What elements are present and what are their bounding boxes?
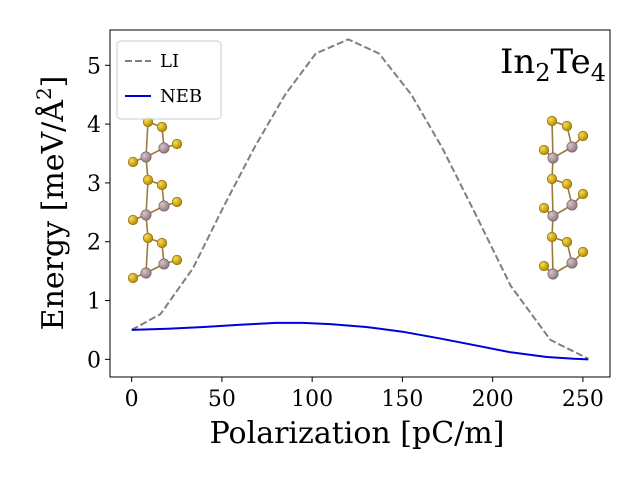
y-tick-label: 2 (87, 231, 101, 256)
y-axis: 0 1 2 3 4 5 (87, 54, 110, 373)
te-atom (577, 246, 589, 258)
te-atom (156, 121, 168, 133)
bond (551, 236, 554, 275)
series-line-li (131, 38, 589, 360)
te-atom (127, 272, 139, 284)
crystal-structure-left (127, 116, 183, 284)
te-atom (142, 232, 154, 244)
in-atom (140, 209, 152, 221)
te-atom (561, 236, 573, 248)
y-tick-label: 5 (87, 54, 101, 79)
legend-label-neb: NEB (160, 86, 202, 107)
te-atom (546, 231, 558, 243)
bond (145, 121, 149, 158)
bond (551, 120, 554, 159)
y-tick-label: 1 (87, 290, 101, 315)
te-atom (561, 178, 573, 190)
in-atom (566, 141, 578, 153)
te-atom (171, 138, 183, 150)
te-atom (538, 202, 550, 214)
x-axis-label: Polarization [pC/m] (210, 416, 505, 451)
te-atom (156, 237, 168, 249)
te-atom (142, 174, 154, 186)
legend-label-li: LI (160, 51, 179, 72)
te-atom (561, 120, 573, 132)
bond (551, 178, 554, 217)
material-label: In2Te4 (500, 42, 606, 87)
x-tick-label: 250 (562, 387, 604, 412)
series-layer (131, 38, 589, 361)
x-tick-label: 200 (472, 387, 514, 412)
x-tick-label: 0 (125, 387, 139, 412)
bond (145, 179, 149, 216)
y-tick-label: 4 (87, 113, 101, 138)
in-atom (566, 199, 578, 211)
x-tick-label: 50 (208, 387, 236, 412)
in-atom (158, 142, 170, 154)
y-tick-label: 0 (87, 348, 101, 373)
in-atom (547, 152, 559, 164)
series-line-neb (131, 321, 589, 361)
te-atom (546, 173, 558, 185)
te-atom (538, 260, 550, 272)
plot-frame (109, 29, 611, 378)
crystal-structure-right (538, 115, 589, 280)
te-atom (127, 156, 139, 168)
x-axis: 0 50 100 150 200 250 (125, 377, 604, 412)
te-atom (156, 179, 168, 191)
in-atom (566, 257, 578, 269)
te-atom (171, 196, 183, 208)
bond (145, 237, 149, 274)
legend-box (116, 40, 222, 120)
te-atom (538, 144, 550, 156)
te-atom (577, 188, 589, 200)
in-atom (547, 268, 559, 280)
te-atom (577, 130, 589, 142)
y-tick-label: 3 (87, 172, 101, 197)
y-axis-label: Energy [meV/Å2] (32, 76, 71, 331)
te-atom (171, 254, 183, 266)
te-atom (127, 214, 139, 226)
in-atom (547, 210, 559, 222)
in-atom (158, 200, 170, 212)
x-tick-label: 100 (291, 387, 333, 412)
in-atom (140, 151, 152, 163)
in-atom (158, 258, 170, 270)
x-tick-label: 150 (381, 387, 423, 412)
legend: LI NEB (116, 40, 222, 120)
te-atom (546, 115, 558, 127)
in-atom (140, 267, 152, 279)
